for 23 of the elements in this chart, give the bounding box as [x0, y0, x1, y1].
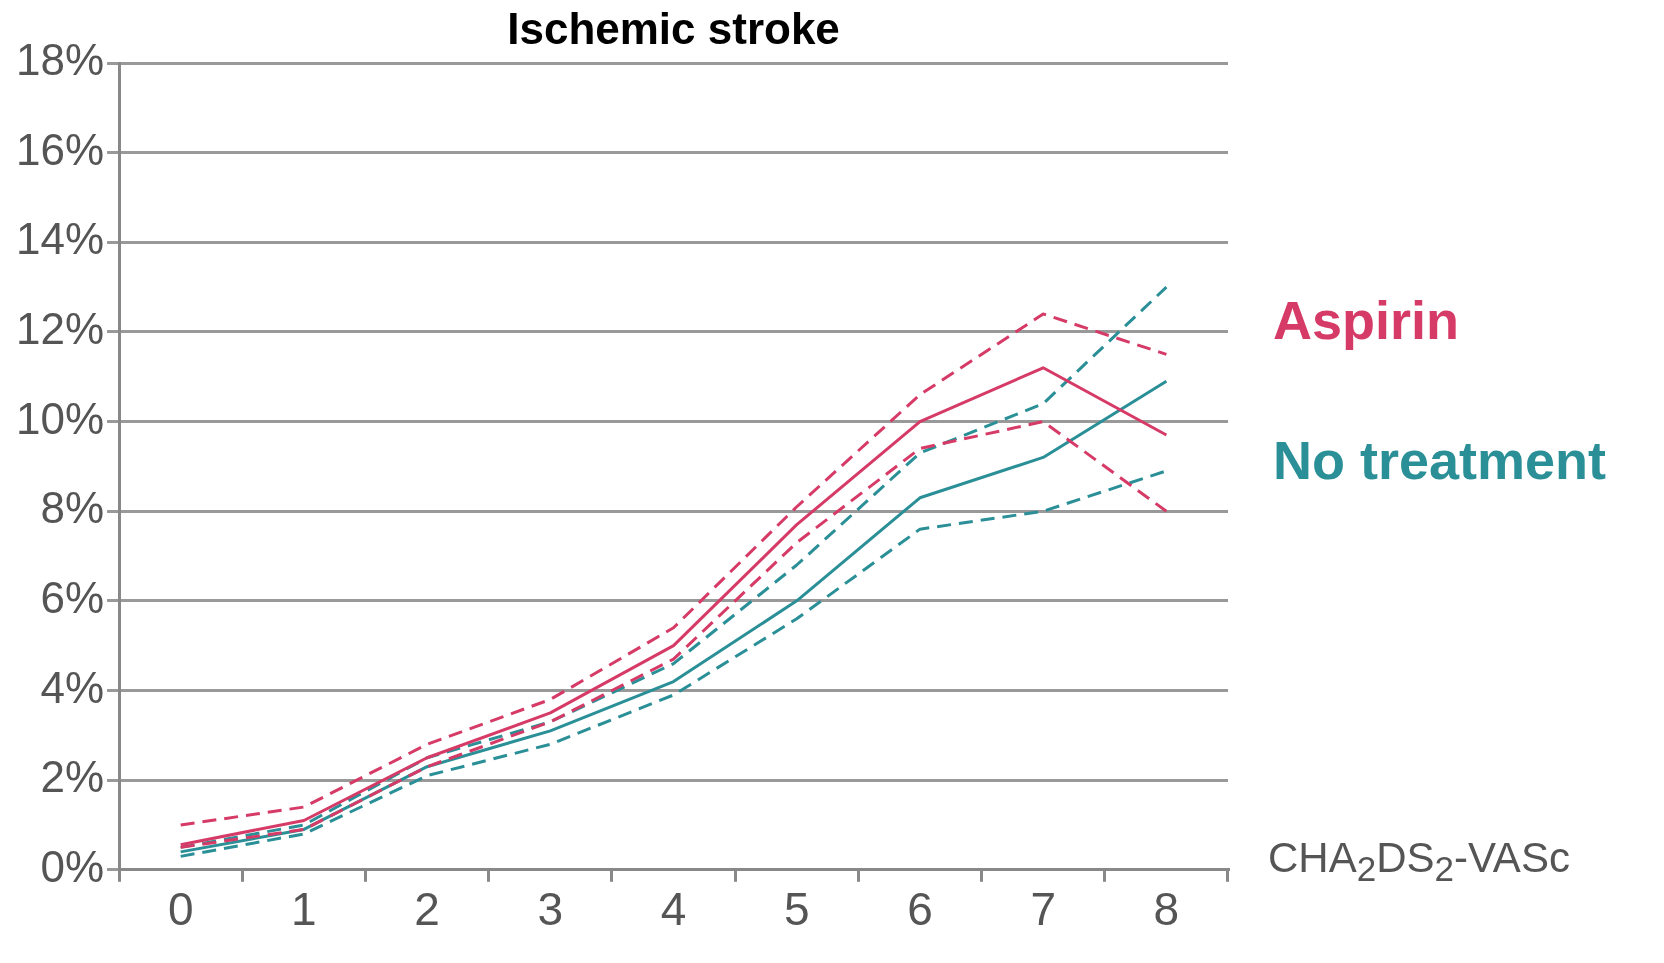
x-tick-label: 8: [1153, 883, 1180, 936]
x-tick-label: 1: [291, 883, 317, 936]
text: No treatment: [1273, 430, 1607, 491]
y-tick-label: 10%: [15, 393, 105, 443]
x-tick-label: 6: [907, 883, 933, 936]
x-tick-label: 3: [537, 883, 564, 936]
y-tick-label: 12%: [15, 304, 105, 354]
y-tick-label: 4%: [40, 662, 105, 712]
y-tick-label: 2%: [40, 752, 105, 802]
y-tick-label: 18%: [15, 35, 105, 85]
y-tick-label: 16%: [15, 124, 105, 174]
x-tick-label: 4: [660, 883, 687, 936]
x-axis-title: CHA$_{2}$DS$_{2}$-VASc: [1268, 832, 1570, 891]
x-tick-label: 2: [414, 883, 440, 936]
x-tick-label: 7: [1030, 883, 1056, 936]
x-tick-label: 5: [783, 883, 810, 936]
text: Aspirin: [1273, 290, 1460, 351]
x-tick-label: 0: [167, 883, 194, 936]
chart-title: Ischemic stroke: [507, 4, 840, 54]
y-tick-label: 8%: [40, 483, 105, 533]
y-tick-label: 6%: [40, 573, 105, 623]
y-tick-label: 14%: [15, 214, 105, 264]
y-tick-label: 0%: [40, 841, 105, 891]
